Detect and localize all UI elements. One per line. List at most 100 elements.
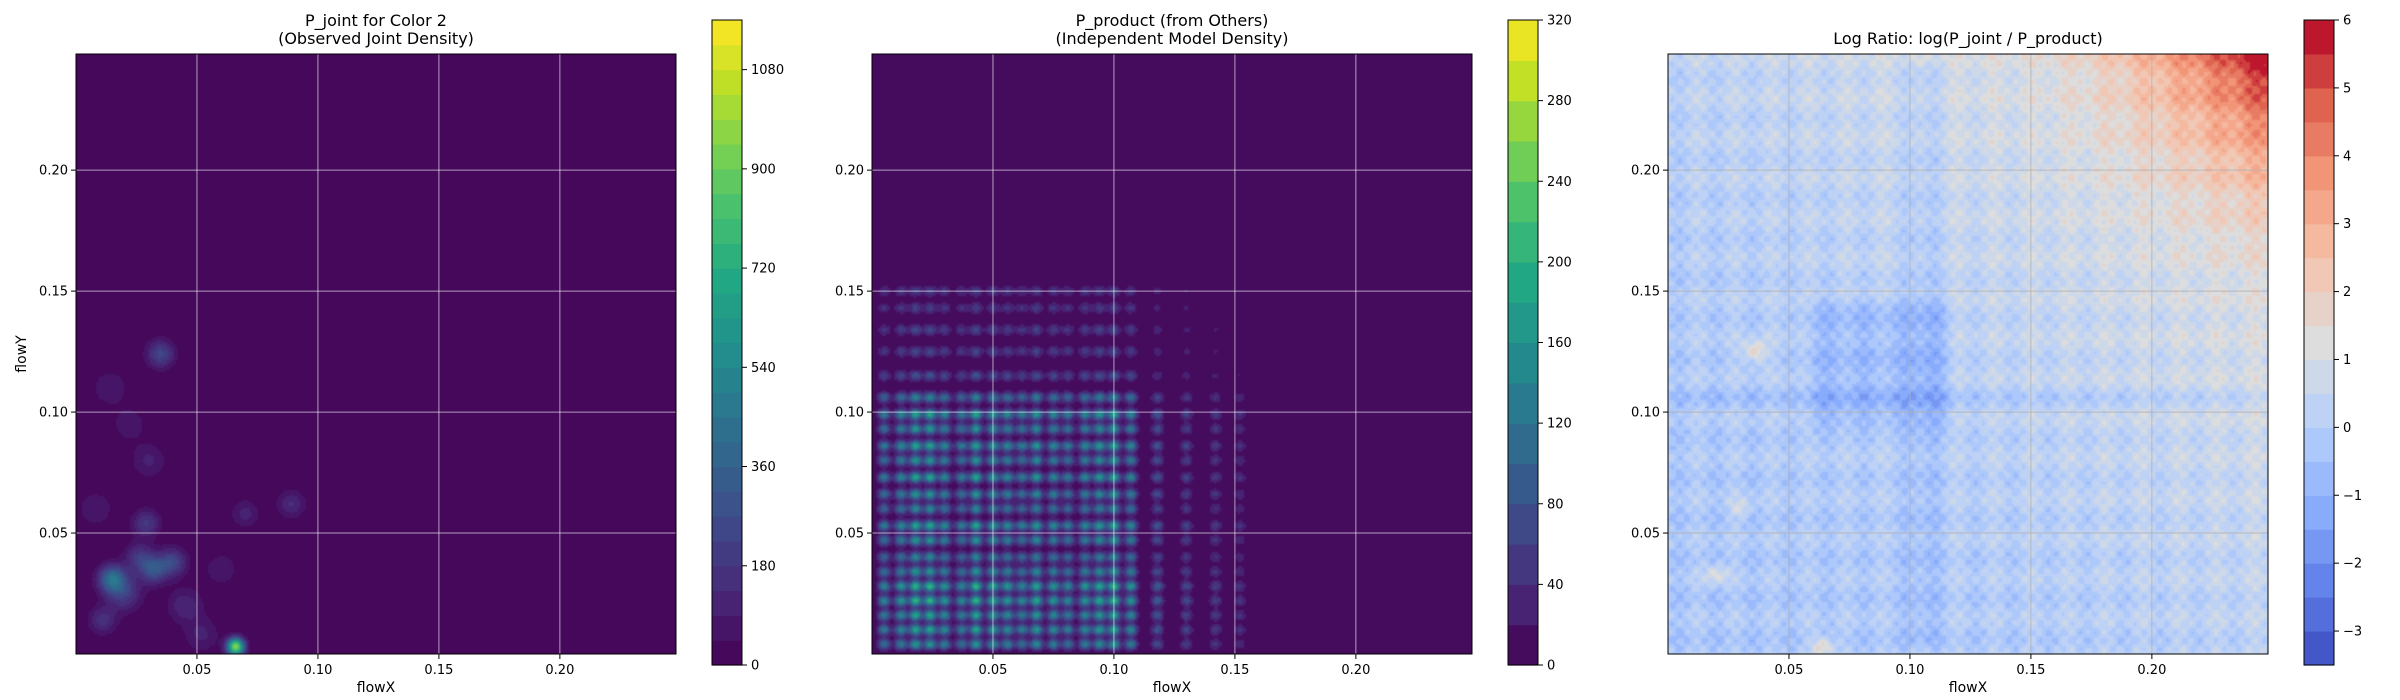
colorbar-tick-label: 120 [1547,417,1572,432]
colorbar-band [1508,423,1538,465]
colorbar-tick-label: 6 [2343,14,2351,29]
y-tick-label: 0.10 [835,406,864,421]
colorbar-band [1508,140,1538,182]
x-tick-label: 0.20 [545,663,574,678]
colorbar-band [712,342,742,368]
panel-2-density-image [872,54,1472,654]
colorbar-tick-label: 4 [2343,149,2351,164]
x-tick-label: 0.15 [2016,663,2045,678]
y-tick-label: 0.05 [835,527,864,542]
colorbar-tick-label: −3 [2343,625,2362,640]
panel-3-title: Log Ratio: log(P_joint / P_product) [1833,29,2103,49]
colorbar-band [712,268,742,294]
colorbar-tick-label: 240 [1547,175,1572,190]
panel-1-x-axis-label: flowX [357,680,396,696]
panel-1-x-ticks: 0.05 0.10 0.15 0.20 [182,654,574,678]
panel-1-plot-frame [75,53,677,655]
colorbar-band [1508,463,1538,505]
panel-2-y-ticks: 0.05 0.10 0.15 0.20 [835,164,872,542]
colorbar-band [2304,563,2334,598]
y-tick-label: 0.10 [39,406,68,421]
colorbar-frame [711,19,743,666]
y-tick-label: 0.20 [835,164,864,179]
colorbar-tick-label: 180 [751,559,776,574]
y-tick-label: 0.20 [39,164,68,179]
colorbar-tick-label: 200 [1547,255,1572,270]
colorbar-band [2304,597,2334,632]
y-tick-label: 0.10 [1631,406,1660,421]
x-tick-label: 0.05 [182,663,211,678]
colorbar-band [2304,631,2334,666]
panel-joint-density: P_joint for Color 2 (Observed Joint Dens… [14,11,784,696]
colorbar-band [1508,221,1538,263]
colorbar-tick-label: 2 [2343,285,2351,300]
panel-1-y-axis-label: flowY [14,335,30,373]
colorbar-band [2304,495,2334,530]
colorbar-frame [2303,19,2335,666]
colorbar-band [2304,529,2334,564]
colorbar-band [2304,291,2334,327]
colorbar-band [712,292,742,319]
colorbar-band [1508,261,1538,303]
colorbar-band [712,317,742,344]
colorbar-tick-label: −1 [2343,489,2362,504]
colorbar-band [1508,624,1538,666]
colorbar-band [2304,393,2334,428]
colorbar-tick-label: 160 [1547,336,1572,351]
colorbar-band [712,416,742,443]
colorbar-band [2304,223,2334,259]
y-tick-label: 0.20 [1631,164,1660,179]
colorbar-band [712,367,742,393]
colorbar-band [712,218,742,244]
colorbar-band [2304,20,2334,55]
colorbar-tick-label: 0 [2343,421,2351,436]
panel-3-grid [1668,54,2268,654]
colorbar-band [712,491,742,517]
colorbar-band [712,466,742,492]
colorbar-band [1508,544,1538,585]
panel-log-ratio: Log Ratio: log(P_joint / P_product) 0.05… [1631,14,2362,697]
x-tick-label: 0.15 [424,663,453,678]
panel-3-x-ticks: 0.05 0.10 0.15 0.20 [1774,654,2166,678]
colorbar-band [712,590,742,616]
colorbar-band [2304,87,2334,123]
panel-2-x-ticks: 0.05 0.10 0.15 0.20 [978,654,1370,678]
colorbar-tick-label: 0 [1547,659,1555,674]
colorbar-tick-label: 1080 [751,63,784,78]
y-tick-label: 0.05 [39,527,68,542]
colorbar-band [2304,53,2334,89]
panel-3-plot-frame [1667,53,2269,655]
colorbar-band [712,441,742,468]
panel-2-grid [872,54,1472,654]
colorbar-band [2304,155,2334,191]
colorbar-tick-label: −2 [2343,557,2362,572]
colorbar-band [712,640,742,666]
colorbar-band [2304,461,2334,496]
panel-3-log-ratio-image [1668,54,2268,654]
colorbar-band [712,119,742,145]
colorbar-tick-label: 720 [751,262,776,277]
colorbar-tick-label: 540 [751,361,776,376]
panel-1-density-image [76,54,676,654]
colorbar-band [712,20,742,46]
panel-2-colorbar: 0 40 80 120 160 200 240 280 320 [1507,14,1572,674]
colorbar-band [1508,20,1538,61]
colorbar-band [712,193,742,220]
colorbar-tick-label: 5 [2343,81,2351,96]
x-tick-label: 0.20 [1341,663,1370,678]
colorbar-band [1508,302,1538,344]
colorbar-band [712,94,742,120]
colorbar-band [2304,189,2334,225]
x-tick-label: 0.15 [1220,663,1249,678]
colorbar-tick-label: 3 [2343,217,2351,232]
y-tick-label: 0.05 [1631,527,1660,542]
panel-1-y-ticks: 0.05 0.10 0.15 0.20 [39,164,76,542]
panel-2-title-line-1: P_product (from Others) [1076,11,1269,31]
panel-1-title-line-1: P_joint for Color 2 [305,11,447,31]
colorbar-tick-label: 1 [2343,353,2351,368]
colorbar-band [712,44,742,71]
colorbar-band [712,168,742,195]
colorbar-band [1508,181,1538,223]
y-tick-label: 0.15 [835,285,864,300]
